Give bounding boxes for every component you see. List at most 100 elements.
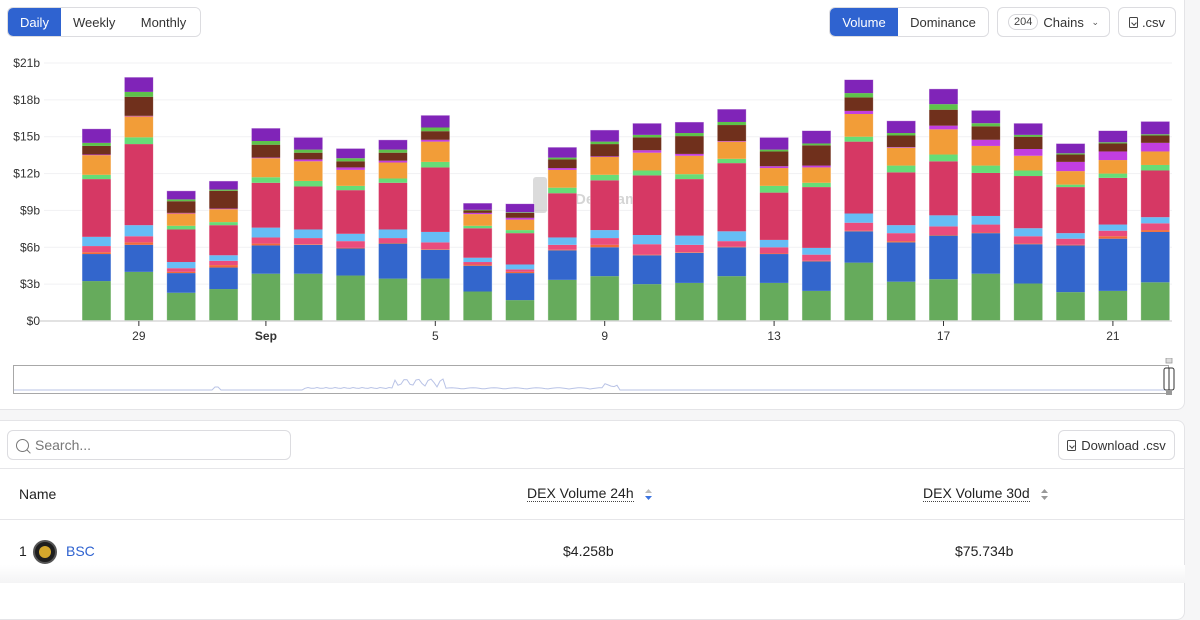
bar-segment-s6[interactable] <box>166 229 196 263</box>
bar-segment-s5[interactable] <box>505 264 535 270</box>
bar-segment-s4[interactable] <box>590 238 620 245</box>
bar-segment-s6[interactable] <box>336 190 366 234</box>
bar-segment-s11[interactable] <box>1140 134 1170 136</box>
bar-segment-s2[interactable] <box>759 254 789 283</box>
bar-segment-s10[interactable] <box>293 152 323 160</box>
bar-segment-s9[interactable] <box>632 150 662 153</box>
bar-segment-s12[interactable] <box>844 79 874 94</box>
bar-segment-s5[interactable] <box>886 225 916 234</box>
bar-segment-s5[interactable] <box>547 237 577 245</box>
bar-segment-s7[interactable] <box>166 225 196 230</box>
bar-segment-s10[interactable] <box>632 137 662 151</box>
bar-segment-s1[interactable] <box>82 281 111 321</box>
bar-segment-s7[interactable] <box>929 154 958 162</box>
bar-segment-s7[interactable] <box>674 174 704 180</box>
bar-segment-s10[interactable] <box>1013 136 1043 149</box>
minimap-brush[interactable] <box>13 365 1169 394</box>
bar-segment-s3[interactable] <box>251 243 281 246</box>
bar-segment-s6[interactable] <box>1056 187 1086 234</box>
bar-segment-s7[interactable] <box>251 177 281 183</box>
bar-segment-s5[interactable] <box>1098 224 1128 231</box>
bar-segment-s12[interactable] <box>759 137 789 150</box>
bar-segment-s5[interactable] <box>929 215 958 227</box>
bar-segment-s10[interactable] <box>82 145 111 155</box>
bar-segment-s11[interactable] <box>547 157 577 160</box>
bar-segment-s4[interactable] <box>632 244 662 255</box>
bar-segment-s1[interactable] <box>1140 282 1170 321</box>
bar-segment-s3[interactable] <box>1056 244 1086 246</box>
bar-segment-s2[interactable] <box>166 273 196 293</box>
bar-segment-s5[interactable] <box>166 262 196 269</box>
bar-segment-s4[interactable] <box>336 241 366 248</box>
bar-segment-s10[interactable] <box>717 125 747 142</box>
bar-segment-s4[interactable] <box>463 262 493 265</box>
bar-segment-s10[interactable] <box>463 210 493 213</box>
bar-segment-s1[interactable] <box>166 292 196 321</box>
tab-monthly[interactable]: Monthly <box>127 8 200 36</box>
bar-segment-s8[interactable] <box>971 145 1001 166</box>
bar-segment-s2[interactable] <box>463 265 493 292</box>
bar-segment-s6[interactable] <box>251 182 281 228</box>
bar-sep-8[interactable] <box>547 146 578 322</box>
bar-segment-s1[interactable] <box>632 284 662 321</box>
bar-segment-s8[interactable] <box>1013 155 1043 171</box>
bar-segment-s8[interactable] <box>82 155 111 175</box>
bar-segment-s4[interactable] <box>759 247 789 254</box>
bar-segment-s12[interactable] <box>547 147 577 158</box>
bar-segment-s10[interactable] <box>844 97 874 111</box>
bar-segment-s9[interactable] <box>420 139 450 142</box>
sort-desc-icon[interactable] <box>645 489 652 500</box>
tab-daily[interactable]: Daily <box>8 8 61 36</box>
bar-segment-s6[interactable] <box>124 144 154 226</box>
bar-segment-s8[interactable] <box>463 214 493 226</box>
bar-segment-s6[interactable] <box>82 179 111 237</box>
bar-segment-s1[interactable] <box>971 273 1001 321</box>
bar-segment-s10[interactable] <box>209 190 239 209</box>
bar-segment-s1[interactable] <box>1013 283 1043 321</box>
bar-segment-s7[interactable] <box>590 174 620 181</box>
bar-segment-s2[interactable] <box>336 248 366 276</box>
bar-segment-s9[interactable] <box>759 166 789 169</box>
bar-segment-s3[interactable] <box>759 253 789 255</box>
bar-segment-s5[interactable] <box>378 229 408 239</box>
bar-segment-s6[interactable] <box>717 163 747 232</box>
bar-segment-s8[interactable] <box>251 158 281 178</box>
bar-segment-s11[interactable] <box>929 104 958 110</box>
bar-segment-s7[interactable] <box>1056 184 1086 188</box>
bar-sep-1[interactable] <box>250 127 281 322</box>
bar-segment-s3[interactable] <box>717 246 747 248</box>
bar-segment-s12[interactable] <box>1098 130 1128 143</box>
bar-segment-s2[interactable] <box>124 244 154 272</box>
bar-segment-s4[interactable] <box>293 238 323 245</box>
bar-segment-s9[interactable] <box>124 115 154 117</box>
bar-segment-s8[interactable] <box>209 209 239 223</box>
bar-segment-s8[interactable] <box>759 168 789 186</box>
bar-segment-s11[interactable] <box>1098 142 1128 144</box>
bar-segment-s11[interactable] <box>463 209 493 211</box>
bar-segment-s10[interactable] <box>759 151 789 167</box>
bar-segment-s2[interactable] <box>632 255 662 285</box>
bar-segment-s4[interactable] <box>1098 230 1128 237</box>
bar-segment-s4[interactable] <box>886 233 916 242</box>
bar-segment-s8[interactable] <box>801 167 831 183</box>
bar-segment-s1[interactable] <box>505 300 535 321</box>
bar-segment-s7[interactable] <box>293 180 323 187</box>
bar-sep-22[interactable] <box>1140 120 1171 322</box>
bar-segment-s9[interactable] <box>463 212 493 215</box>
bar-segment-s1[interactable] <box>886 281 916 321</box>
bar-segment-s6[interactable] <box>632 175 662 235</box>
bar-segment-s7[interactable] <box>1140 164 1170 171</box>
bar-segment-s2[interactable] <box>929 235 958 280</box>
bar-aug-30[interactable] <box>166 190 197 322</box>
bar-segment-s6[interactable] <box>420 167 450 232</box>
bar-segment-s1[interactable] <box>674 282 704 321</box>
bar-segment-s1[interactable] <box>463 291 493 321</box>
bar-sep-5[interactable] <box>420 114 451 322</box>
bar-segment-s12[interactable] <box>717 109 747 122</box>
bar-segment-s2[interactable] <box>801 261 831 291</box>
bar-segment-s10[interactable] <box>1056 154 1086 162</box>
bar-segment-s11[interactable] <box>82 142 111 146</box>
bar-segment-s11[interactable] <box>632 134 662 138</box>
bar-sep-3[interactable] <box>335 147 366 322</box>
bar-segment-s6[interactable] <box>759 192 789 240</box>
